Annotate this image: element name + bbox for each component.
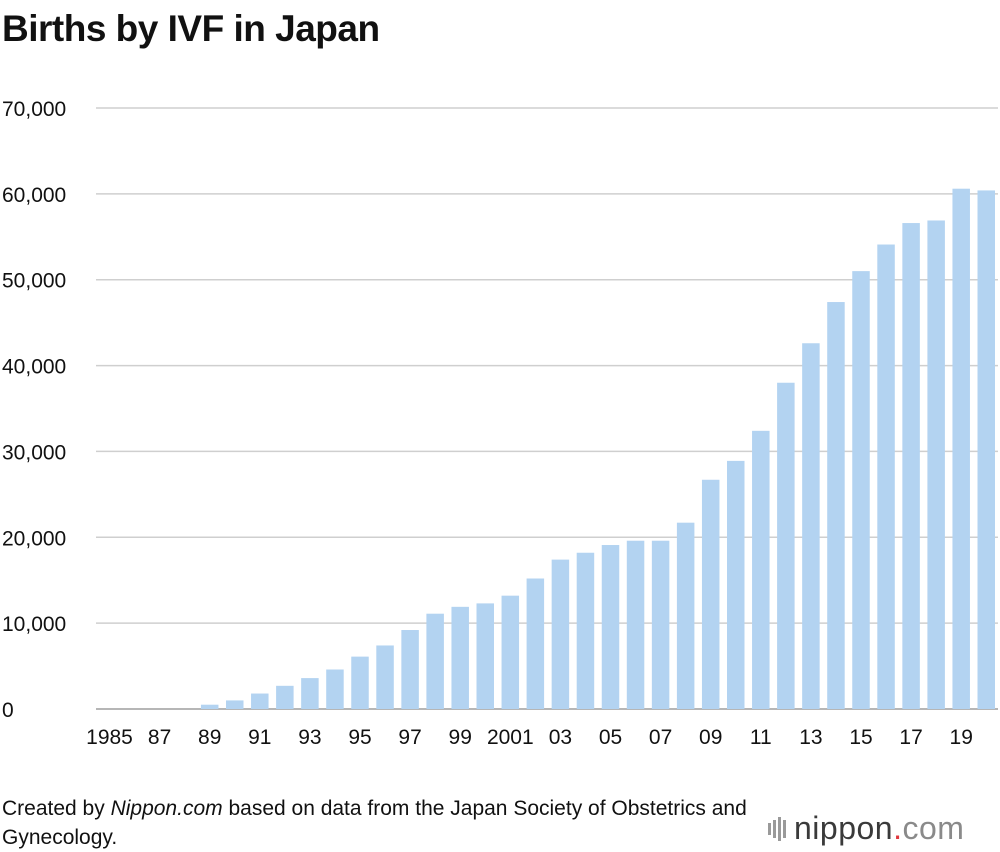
bar-1993 bbox=[301, 678, 319, 709]
bar-1996 bbox=[376, 645, 394, 709]
y-tick-label: 50,000 bbox=[2, 270, 66, 293]
x-axis-ticks: 1985 87 89 91 93 95 97 99 2001 03 05 07 09 11 13 15 17 19 bbox=[86, 726, 973, 749]
bar-2000 bbox=[476, 603, 494, 709]
y-tick-label: 30,000 bbox=[2, 441, 66, 464]
y-tick-label: 60,000 bbox=[2, 184, 66, 207]
x-tick-label: 93 bbox=[298, 726, 321, 749]
bar-1994 bbox=[326, 669, 344, 709]
bar-2007 bbox=[651, 540, 670, 709]
bar-2002 bbox=[526, 578, 545, 709]
bar-2013 bbox=[802, 343, 820, 709]
y-tick-label: 40,000 bbox=[2, 356, 66, 379]
x-tick-label: 95 bbox=[348, 726, 371, 749]
bar-2008 bbox=[676, 522, 695, 709]
bar-1992 bbox=[276, 685, 294, 709]
source-site: Nippon.com bbox=[110, 797, 223, 820]
x-tick-label: 19 bbox=[950, 726, 973, 749]
x-tick-label: 15 bbox=[849, 726, 872, 749]
x-tick-label: 07 bbox=[649, 726, 672, 749]
bar-2005 bbox=[601, 545, 620, 709]
bar-2017 bbox=[902, 223, 920, 709]
bar-2016 bbox=[877, 244, 895, 709]
logo-dot: . bbox=[893, 810, 903, 846]
x-tick-label: 2001 bbox=[487, 726, 534, 749]
bar-2003 bbox=[551, 559, 570, 709]
source-suffix: based on data from the Japan Society of … bbox=[2, 797, 747, 849]
gridlines bbox=[96, 107, 998, 710]
x-tick-label: 89 bbox=[198, 726, 221, 749]
source-note: Created by Nippon.com based on data from… bbox=[2, 794, 762, 852]
bar-1998 bbox=[426, 613, 444, 709]
bar-1991 bbox=[251, 693, 269, 709]
y-tick-label: 10,000 bbox=[2, 613, 66, 636]
y-tick-label: 0 bbox=[2, 699, 14, 722]
bar-2020 bbox=[977, 190, 995, 709]
bar-2015 bbox=[852, 271, 870, 709]
bars bbox=[200, 188, 995, 710]
bar-2012 bbox=[777, 382, 795, 709]
bar-2014 bbox=[827, 302, 845, 709]
x-tick-label: 11 bbox=[750, 726, 772, 749]
x-tick-label: 05 bbox=[599, 726, 622, 749]
x-tick-label: 17 bbox=[899, 726, 922, 749]
bar-1995 bbox=[351, 656, 369, 709]
x-tick-label: 87 bbox=[148, 726, 171, 749]
bar-1989 bbox=[200, 704, 219, 709]
x-tick-label: 13 bbox=[799, 726, 822, 749]
bar-2006 bbox=[626, 540, 645, 709]
x-tick-label: 91 bbox=[248, 726, 271, 749]
bar-2011 bbox=[752, 430, 770, 709]
y-tick-label: 20,000 bbox=[2, 527, 66, 550]
bar-1997 bbox=[401, 630, 419, 709]
bar-2004 bbox=[576, 552, 595, 709]
source-prefix: Created by bbox=[2, 797, 111, 820]
x-tick-label: 1985 bbox=[86, 726, 133, 749]
bar-chart: 0 10,000 20,000 30,000 40,000 50,000 60,000 70,… bbox=[2, 98, 998, 749]
nippon-logo: nippon. com bbox=[768, 810, 964, 847]
logo-name: nippon bbox=[794, 810, 894, 846]
bar-2009 bbox=[701, 479, 720, 709]
y-tick-label: 70,000 bbox=[2, 98, 66, 121]
bar-1999 bbox=[451, 606, 469, 709]
bar-2018 bbox=[927, 220, 945, 710]
x-tick-label: 97 bbox=[398, 726, 421, 749]
chart-title: Births by IVF in Japan bbox=[2, 8, 380, 49]
bar-2019 bbox=[952, 188, 970, 710]
logo-tld: com bbox=[902, 810, 965, 846]
bar-1990 bbox=[226, 700, 244, 709]
bar-2010 bbox=[727, 460, 745, 709]
bar-2001 bbox=[501, 595, 520, 709]
x-tick-label: 99 bbox=[449, 726, 472, 749]
y-axis-ticks: 0 10,000 20,000 30,000 40,000 50,000 60,000 70,… bbox=[2, 98, 66, 722]
logo-bars-icon bbox=[768, 816, 788, 841]
x-tick-label: 09 bbox=[699, 726, 722, 749]
x-tick-label: 03 bbox=[549, 726, 572, 749]
